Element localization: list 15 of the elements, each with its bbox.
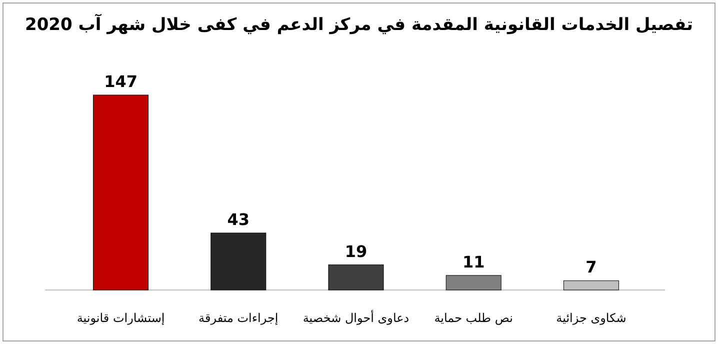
- bar: [328, 264, 384, 290]
- data-label: 43: [227, 210, 250, 229]
- x-tick-label: نص طلب حماية: [434, 311, 513, 325]
- x-tick-label: إستشارات قانونية: [76, 311, 165, 325]
- bar: [446, 275, 502, 290]
- data-label: 11: [462, 252, 485, 272]
- chart-title: تفصيل الخدمات القانونية المقدمة في مركز الدعم في كفى خلال شهر آب 2020: [25, 13, 693, 35]
- data-label: 19: [344, 242, 368, 261]
- x-tick-label: دعاوى أحوال شخصية: [302, 310, 410, 325]
- data-label: 147: [104, 72, 138, 91]
- x-tick-label: شكاوى جزائية: [556, 311, 626, 325]
- data-label: 7: [586, 258, 597, 277]
- bar: [93, 94, 149, 290]
- bar: [210, 232, 266, 290]
- x-tick-label: إجراءات متفرقة: [198, 311, 278, 325]
